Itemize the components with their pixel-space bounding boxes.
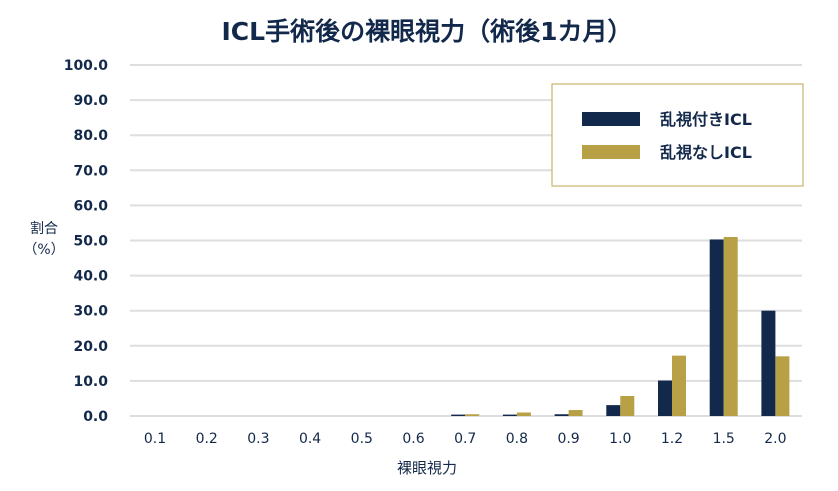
x-tick-label: 0.2 bbox=[196, 431, 218, 447]
bar-astig-0.7 bbox=[451, 414, 466, 416]
y-tick-label: 0.0 bbox=[83, 409, 108, 425]
y-tick-label: 30.0 bbox=[73, 304, 108, 320]
bar-astig-1.0 bbox=[606, 405, 621, 416]
bar-astig-0.9 bbox=[554, 414, 569, 416]
x-tick-label: 1.0 bbox=[609, 431, 631, 447]
x-tick-label: 0.5 bbox=[351, 431, 373, 447]
legend: 乱視付きICL 乱視なしICL bbox=[551, 83, 804, 187]
x-tick-label: 0.7 bbox=[454, 431, 476, 447]
x-tick-label: 1.2 bbox=[661, 431, 683, 447]
legend-label-nonastig: 乱視なしICL bbox=[660, 143, 752, 162]
x-tick-label: 2.0 bbox=[764, 431, 786, 447]
bar-nonastig-0.7 bbox=[465, 414, 480, 416]
bar-nonastig-1.2 bbox=[672, 355, 686, 416]
y-tick-label: 80.0 bbox=[73, 128, 108, 144]
bar-nonastig-0.9 bbox=[568, 410, 583, 416]
legend-swatch-nonastig bbox=[582, 145, 640, 159]
legend-label-astig: 乱視付きICL bbox=[660, 110, 752, 129]
y-tick-label: 40.0 bbox=[73, 269, 108, 285]
y-tick-label: 10.0 bbox=[73, 374, 108, 390]
bar-nonastig-1.5 bbox=[723, 236, 738, 416]
y-axis-label-line2: （%） bbox=[23, 242, 64, 258]
x-tick-label: 0.8 bbox=[506, 431, 528, 447]
bar-nonastig-2.0 bbox=[775, 356, 790, 416]
y-tick-label: 100.0 bbox=[64, 58, 109, 74]
legend-box bbox=[551, 83, 804, 187]
y-tick-label: 90.0 bbox=[73, 93, 108, 109]
bar-nonastig-1.0 bbox=[620, 395, 635, 416]
bar-astig-1.5 bbox=[709, 239, 724, 416]
y-tick-label: 50.0 bbox=[73, 234, 108, 250]
bar-astig-2.0 bbox=[761, 310, 776, 416]
legend-swatch-astig bbox=[582, 112, 640, 126]
bar-nonastig-0.8 bbox=[516, 412, 531, 416]
x-tick-label: 0.3 bbox=[247, 431, 269, 447]
bar-astig-1.2 bbox=[658, 380, 672, 416]
x-tick-label: 0.9 bbox=[557, 431, 579, 447]
x-tick-label: 1.5 bbox=[713, 431, 735, 447]
x-tick-label: 0.1 bbox=[144, 431, 166, 447]
y-axis-label-line1: 割合 bbox=[30, 220, 58, 237]
x-axis-label: 裸眼視力 bbox=[397, 459, 457, 477]
x-tick-label: 0.6 bbox=[402, 431, 424, 447]
y-tick-label: 70.0 bbox=[73, 163, 108, 179]
bar-astig-0.8 bbox=[502, 414, 517, 416]
chart-title: ICL手術後の裸眼視力（術後1カ月） bbox=[222, 17, 633, 46]
x-tick-label: 0.4 bbox=[299, 431, 321, 447]
y-tick-label: 20.0 bbox=[73, 339, 108, 355]
y-tick-label: 60.0 bbox=[73, 198, 108, 214]
